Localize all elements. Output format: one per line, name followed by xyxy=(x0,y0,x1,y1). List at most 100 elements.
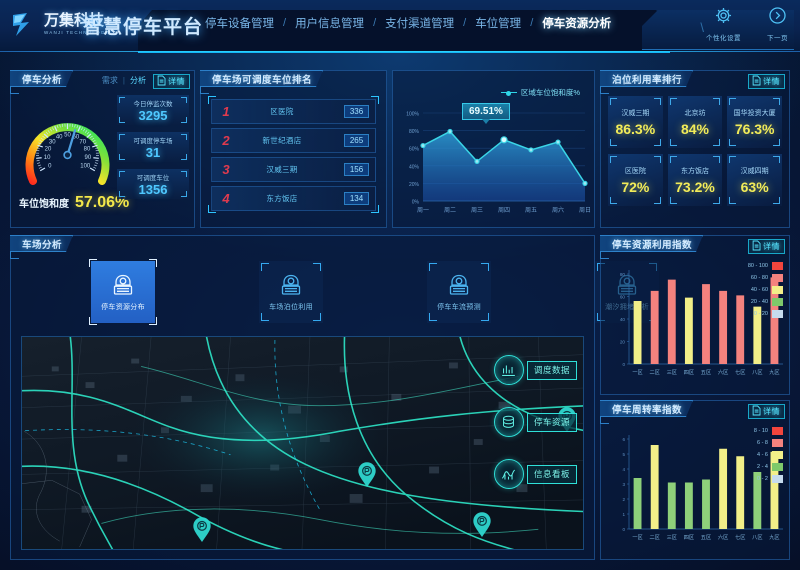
gauge-tab-1[interactable]: 分析 xyxy=(130,76,146,85)
stat-value: 1356 xyxy=(138,182,168,197)
berth-value: 72% xyxy=(621,178,650,195)
berth-card[interactable]: 汉威四期 63% xyxy=(727,154,782,206)
berth-value: 76.3% xyxy=(734,120,775,137)
detail-button-berth[interactable]: 详情 xyxy=(748,74,785,89)
svg-text:3: 3 xyxy=(622,482,625,487)
next-page-button[interactable]: 下一页 xyxy=(767,6,788,42)
svg-text:周四: 周四 xyxy=(498,207,510,214)
util-chart-legend: 80 - 100 60 - 80 40 - 60 20 - 40 0 - 20 xyxy=(748,262,783,318)
map-pin[interactable] xyxy=(473,512,491,537)
panel-title-tail xyxy=(600,252,609,259)
bracket-bl xyxy=(610,197,617,204)
panel-title-tail xyxy=(200,87,209,94)
bar xyxy=(753,472,762,529)
svg-text:0: 0 xyxy=(622,527,625,532)
resource-utilization-bar-chart: 0 20 40 60 80 一区 二区 三区 四区 五区 六区 七区 八区 九区 xyxy=(620,270,783,376)
svg-text:6: 6 xyxy=(622,437,625,442)
svg-text:40: 40 xyxy=(620,317,626,322)
lot-tab-0[interactable]: 停车资源分布 xyxy=(89,259,157,325)
panel-title-lot: 车场分析 xyxy=(10,235,73,252)
rank-row[interactable]: 3 汉威三期 156 xyxy=(211,157,376,182)
rank-number: 4 xyxy=(222,191,230,206)
berth-card[interactable]: 北京坊 84% xyxy=(667,96,723,148)
rank-row[interactable]: 2 新世纪酒店 265 xyxy=(211,128,376,153)
dispatchable-rank-panel: 停车场可调度车位排名 1 区医院 336 2 新世纪酒店 265 3 汉威三期 156 4 东方饭店… xyxy=(200,70,387,228)
nav-item-2[interactable]: 支付渠道管理 xyxy=(385,18,455,30)
city-map[interactable]: 调度数据停车资源信息看板 xyxy=(21,336,584,550)
bracket-br xyxy=(181,154,187,160)
svg-text:九区: 九区 xyxy=(769,533,779,541)
map-pin[interactable] xyxy=(358,462,376,487)
main-nav: 停车设备管理 / 用户信息管理 / 支付渠道管理 / 车位管理 / 停车资源分析 xyxy=(205,12,611,34)
svg-text:二区: 二区 xyxy=(649,369,659,376)
berth-card[interactable]: 国华投资大厦 76.3% xyxy=(727,96,782,148)
nav-item-3[interactable]: 车位管理 xyxy=(475,18,522,30)
gauge-caption: 车位饱和度 xyxy=(19,199,69,210)
parking-terminal-icon xyxy=(281,274,301,295)
stat-card-list: 今日停监次数 3295 可调度停车场 31 可调度车位 1356 xyxy=(117,95,189,199)
lot-tab-1[interactable]: 车场泊位利用 xyxy=(259,261,323,323)
svg-text:八区: 八区 xyxy=(752,534,762,541)
nav-item-4[interactable]: 停车资源分析 xyxy=(542,18,612,30)
svg-text:四区: 四区 xyxy=(684,534,694,541)
stat-key: 可调度车位 xyxy=(136,175,170,182)
rank-row[interactable]: 1 区医院 336 xyxy=(211,99,376,124)
bracket-br xyxy=(149,317,157,325)
rank-name: 区医院 xyxy=(270,107,294,116)
stat-value: 3295 xyxy=(138,108,168,123)
bracket-br xyxy=(773,139,780,146)
bracket-bl xyxy=(669,197,677,204)
bracket-tl xyxy=(669,98,677,105)
bracket-tr xyxy=(481,263,489,271)
settings-button[interactable]: 个性化设置 xyxy=(706,6,741,42)
panel-title-tail xyxy=(10,252,19,259)
nav-item-0[interactable]: 停车设备管理 xyxy=(205,18,274,30)
svg-text:1: 1 xyxy=(622,512,625,517)
berth-card[interactable]: 汉威三期 86.3% xyxy=(608,96,663,148)
bracket-tr xyxy=(713,156,721,163)
rank-name: 汉威三期 xyxy=(266,165,298,174)
gear-icon xyxy=(714,6,733,30)
svg-text:六区: 六区 xyxy=(718,368,728,376)
detail-label: 详情 xyxy=(168,77,185,86)
detail-button-util[interactable]: 详情 xyxy=(748,239,785,254)
svg-text:40%: 40% xyxy=(409,164,420,170)
wave-chart-icon xyxy=(493,459,524,489)
stat-key: 可调度停车场 xyxy=(133,138,173,145)
logo-text-cn: 万集科技 xyxy=(44,12,105,29)
detail-button-turn[interactable]: 详情 xyxy=(748,404,785,419)
berth-value: 84% xyxy=(680,120,709,137)
stat-card: 今日停监次数 3295 xyxy=(117,95,189,125)
legend-row: 80 - 100 xyxy=(748,262,783,270)
berth-card[interactable]: 区医院 72% xyxy=(608,154,663,206)
rank-row[interactable]: 4 东方饭店 134 xyxy=(211,186,376,211)
lot-tab-2[interactable]: 停车车流预测 xyxy=(427,261,491,323)
gauge-tab-0[interactable]: 需求 xyxy=(101,76,118,85)
map-button[interactable]: 调度数据 xyxy=(493,355,577,385)
chevron-right-circle-icon xyxy=(768,6,787,30)
svg-text:周二: 周二 xyxy=(444,207,456,214)
bar xyxy=(667,279,676,364)
svg-text:周六: 周六 xyxy=(552,206,564,214)
nav-item-1[interactable]: 用户信息管理 xyxy=(295,18,365,30)
map-pin[interactable] xyxy=(193,517,211,542)
map-button[interactable]: 信息看板 xyxy=(493,459,577,489)
lot-tab-cards: 停车资源分布车场泊位利用停车车流预测潮汐拥堵分析 xyxy=(89,259,659,325)
map-button[interactable]: 停车资源 xyxy=(493,407,577,437)
svg-text:10: 10 xyxy=(44,155,51,161)
bracket-br xyxy=(713,197,721,204)
detail-button-parking-analysis[interactable]: 详情 xyxy=(153,74,190,89)
legend-row: 20 - 40 xyxy=(748,298,783,306)
berth-card[interactable]: 东方饭店 73.2% xyxy=(667,154,723,206)
bracket-bl xyxy=(119,117,125,123)
nav-separator: / xyxy=(373,17,377,29)
bar xyxy=(719,290,728,364)
chart-legend-saturation: 区域车位饱和度% xyxy=(500,87,580,98)
rank-list: 1 区医院 336 2 新世纪酒店 265 3 汉威三期 156 4 东方饭店 134 xyxy=(211,99,376,211)
berth-utilization-panel: 泊位利用率排行 详情 汉威三期 86.3% 北京坊 84% 国华投资大厦 76.3% 区医院… xyxy=(600,70,790,228)
bracket-tl xyxy=(729,156,737,163)
svg-text:2: 2 xyxy=(622,497,625,502)
svg-text:0: 0 xyxy=(48,163,52,169)
legend-swatch xyxy=(772,274,783,282)
legend-label: 60 - 80 xyxy=(750,275,768,281)
